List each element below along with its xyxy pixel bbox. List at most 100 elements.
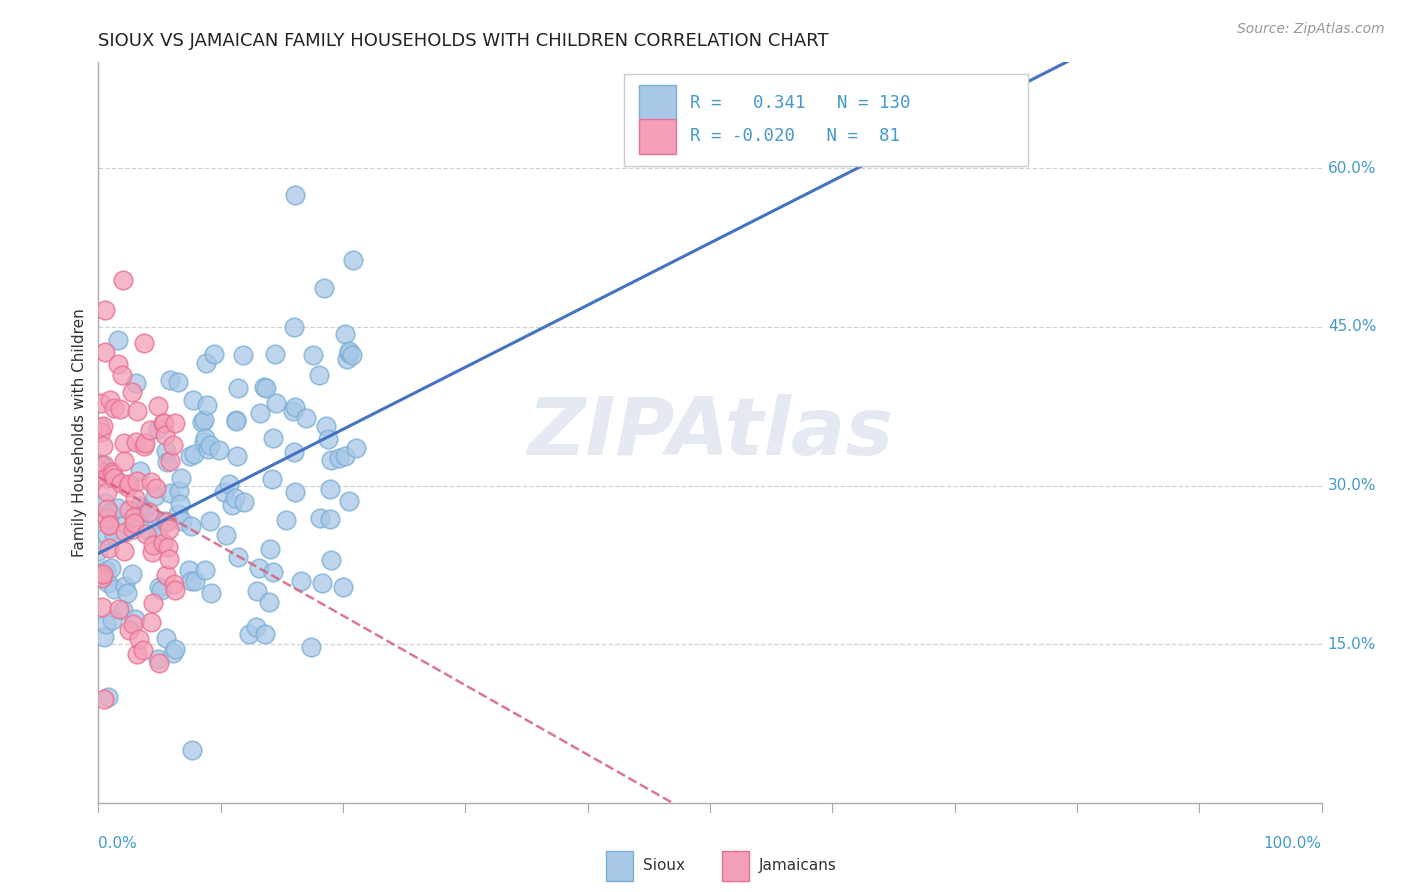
- Point: [115, 586, 138, 600]
- Point: [103, 528, 125, 542]
- Point: [159, 454, 181, 468]
- Text: 100.0%: 100.0%: [1264, 836, 1322, 851]
- Point: [247, 561, 270, 575]
- Point: [328, 451, 350, 466]
- Point: [118, 477, 141, 491]
- Point: [253, 380, 276, 394]
- Point: [195, 356, 218, 370]
- Point: [157, 541, 180, 555]
- Point: [96, 501, 118, 516]
- Point: [155, 444, 177, 458]
- Point: [103, 401, 125, 415]
- Point: [132, 335, 155, 350]
- Point: [146, 422, 169, 436]
- Point: [93, 344, 115, 359]
- Point: [301, 348, 323, 362]
- Point: [141, 544, 163, 558]
- Point: [128, 499, 150, 513]
- Bar: [624, 73, 1028, 166]
- Point: [225, 449, 247, 463]
- Point: [134, 502, 156, 516]
- Point: [162, 438, 184, 452]
- Point: [177, 563, 200, 577]
- Point: [264, 396, 287, 410]
- Point: [112, 273, 135, 287]
- Point: [142, 596, 165, 610]
- Point: [117, 480, 139, 494]
- Point: [183, 574, 205, 589]
- Point: [299, 640, 322, 654]
- Point: [249, 407, 271, 421]
- Point: [94, 470, 117, 484]
- Point: [142, 538, 165, 552]
- Point: [103, 471, 125, 485]
- Point: [200, 586, 222, 600]
- Point: [180, 519, 202, 533]
- Point: [131, 643, 153, 657]
- Point: [97, 690, 120, 704]
- Point: [112, 435, 135, 450]
- Point: [319, 453, 342, 467]
- Point: [117, 503, 139, 517]
- Point: [87, 544, 110, 558]
- Point: [335, 327, 357, 342]
- Point: [170, 471, 193, 485]
- Point: [90, 425, 112, 440]
- Point: [259, 541, 281, 556]
- Point: [107, 602, 129, 616]
- Point: [167, 508, 190, 522]
- Point: [143, 489, 166, 503]
- Point: [91, 439, 114, 453]
- Point: [311, 576, 333, 591]
- Point: [145, 481, 167, 495]
- Point: [337, 345, 360, 359]
- Point: [152, 536, 174, 550]
- Point: [339, 343, 361, 358]
- Point: [139, 475, 162, 489]
- Point: [91, 570, 114, 584]
- Point: [108, 401, 131, 416]
- Point: [98, 392, 121, 407]
- Point: [148, 657, 170, 671]
- Point: [96, 617, 118, 632]
- Point: [284, 485, 307, 500]
- Point: [89, 567, 111, 582]
- Point: [149, 583, 172, 598]
- Point: [290, 574, 312, 589]
- Point: [156, 455, 179, 469]
- Point: [89, 462, 111, 476]
- Point: [195, 398, 218, 412]
- Point: [125, 474, 148, 488]
- Point: [159, 486, 181, 500]
- Point: [207, 443, 229, 458]
- Point: [98, 541, 121, 555]
- Point: [198, 438, 221, 452]
- Point: [107, 333, 129, 347]
- Point: [153, 428, 176, 442]
- Point: [97, 576, 120, 591]
- Point: [295, 410, 318, 425]
- Point: [156, 515, 179, 529]
- Point: [121, 567, 143, 582]
- Point: [93, 458, 115, 472]
- Point: [194, 563, 217, 577]
- Point: [226, 381, 249, 395]
- Text: 30.0%: 30.0%: [1327, 478, 1376, 493]
- Point: [98, 505, 121, 519]
- Point: [107, 357, 129, 371]
- Point: [135, 526, 157, 541]
- Text: 45.0%: 45.0%: [1327, 319, 1376, 334]
- Point: [319, 553, 342, 567]
- Point: [342, 253, 364, 268]
- Point: [344, 441, 367, 455]
- Point: [94, 563, 117, 577]
- Point: [118, 623, 141, 637]
- Point: [93, 630, 115, 644]
- Point: [180, 574, 202, 588]
- Point: [124, 612, 146, 626]
- Point: [308, 368, 330, 383]
- Point: [212, 484, 235, 499]
- Point: [124, 491, 146, 506]
- Point: [257, 595, 280, 609]
- Point: [139, 423, 162, 437]
